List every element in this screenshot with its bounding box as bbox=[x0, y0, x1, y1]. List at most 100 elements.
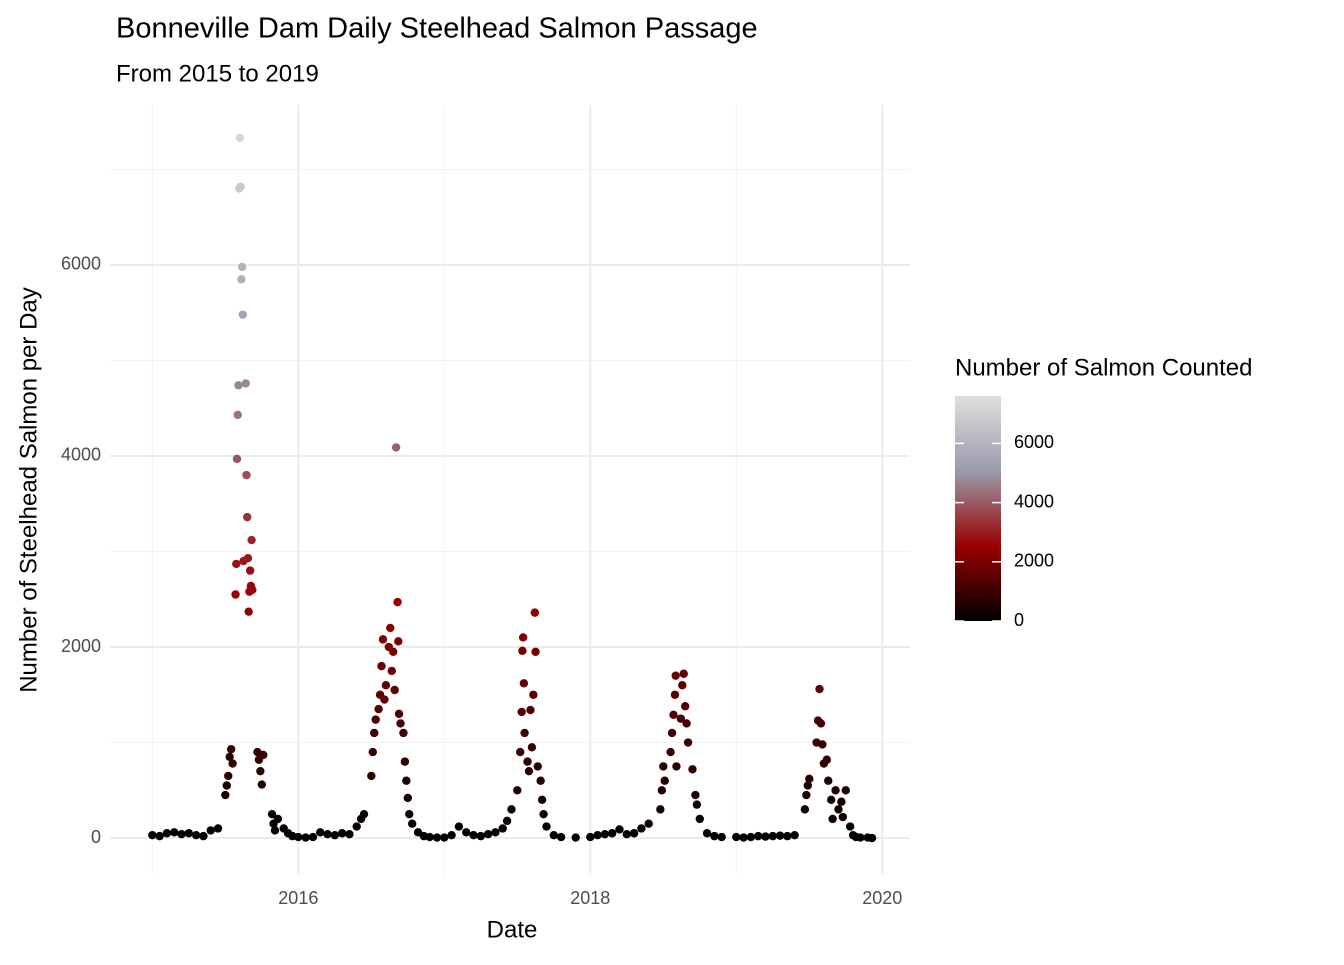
point bbox=[800, 805, 810, 814]
point bbox=[242, 470, 251, 480]
point bbox=[680, 702, 690, 711]
point bbox=[308, 832, 318, 842]
point bbox=[390, 685, 399, 695]
point bbox=[259, 750, 268, 760]
point bbox=[816, 719, 826, 728]
point bbox=[323, 830, 332, 839]
point bbox=[294, 832, 303, 842]
point bbox=[491, 828, 500, 837]
point bbox=[483, 830, 493, 839]
point bbox=[867, 833, 877, 843]
point bbox=[389, 647, 398, 656]
point bbox=[600, 830, 610, 839]
colorbar bbox=[955, 396, 1001, 621]
point bbox=[670, 690, 680, 699]
point bbox=[374, 704, 383, 714]
point bbox=[316, 828, 325, 837]
point bbox=[717, 832, 726, 842]
point bbox=[692, 800, 702, 809]
point bbox=[387, 666, 396, 676]
point bbox=[243, 512, 252, 522]
point bbox=[378, 635, 388, 644]
point bbox=[394, 637, 403, 646]
point bbox=[235, 133, 245, 143]
point bbox=[386, 623, 395, 633]
point bbox=[607, 829, 617, 838]
point bbox=[837, 797, 846, 806]
point bbox=[245, 566, 255, 575]
point bbox=[270, 826, 280, 835]
point bbox=[177, 830, 186, 839]
point bbox=[529, 690, 538, 699]
x-tick-label: 2016 bbox=[278, 888, 318, 908]
point bbox=[666, 747, 675, 757]
point bbox=[516, 747, 525, 757]
point bbox=[345, 830, 354, 839]
point bbox=[170, 828, 179, 837]
point bbox=[222, 781, 231, 790]
point bbox=[257, 780, 267, 789]
point bbox=[656, 805, 665, 814]
point bbox=[231, 590, 240, 599]
point bbox=[520, 728, 529, 738]
point bbox=[273, 814, 283, 824]
point bbox=[679, 669, 688, 678]
point bbox=[702, 829, 712, 838]
point bbox=[241, 379, 250, 388]
point bbox=[739, 833, 748, 842]
point bbox=[371, 715, 380, 724]
point bbox=[162, 829, 172, 838]
point bbox=[191, 830, 201, 840]
point bbox=[221, 790, 230, 800]
point bbox=[556, 832, 566, 842]
point bbox=[710, 831, 719, 841]
point bbox=[549, 830, 558, 840]
point bbox=[403, 793, 413, 803]
point bbox=[148, 830, 157, 840]
y-axis-label: Number of Steelhead Salmon per Day bbox=[15, 287, 42, 693]
grid bbox=[110, 105, 910, 875]
point bbox=[236, 182, 245, 191]
point bbox=[676, 714, 686, 723]
legend-title: Number of Salmon Counted bbox=[955, 354, 1253, 381]
point bbox=[637, 824, 646, 833]
colorbar-tick-label: 4000 bbox=[1014, 491, 1054, 511]
point bbox=[391, 443, 401, 452]
point bbox=[678, 681, 687, 690]
point bbox=[425, 832, 434, 842]
point bbox=[247, 535, 256, 545]
point bbox=[393, 597, 402, 607]
point bbox=[399, 728, 408, 738]
point bbox=[513, 786, 522, 795]
point bbox=[234, 381, 243, 390]
point bbox=[669, 710, 678, 720]
point bbox=[815, 684, 824, 694]
point bbox=[805, 774, 814, 784]
point bbox=[225, 752, 234, 762]
point bbox=[593, 830, 602, 840]
point bbox=[476, 831, 486, 841]
point bbox=[400, 757, 410, 766]
point bbox=[761, 832, 770, 841]
point bbox=[659, 762, 668, 771]
point bbox=[822, 755, 831, 764]
point bbox=[682, 719, 691, 728]
point bbox=[732, 832, 741, 842]
point bbox=[657, 786, 667, 795]
point bbox=[454, 822, 464, 831]
point bbox=[683, 738, 693, 747]
point bbox=[301, 833, 310, 842]
point bbox=[337, 829, 347, 838]
y-tick-label: 4000 bbox=[61, 445, 101, 465]
point bbox=[462, 828, 471, 837]
point bbox=[405, 809, 414, 819]
point bbox=[695, 814, 704, 824]
point bbox=[660, 776, 669, 785]
point bbox=[768, 831, 777, 841]
point bbox=[526, 705, 535, 715]
chart-subtitle: From 2015 to 2019 bbox=[116, 60, 319, 87]
point bbox=[783, 831, 792, 841]
x-axis-label: Date bbox=[487, 916, 538, 943]
point bbox=[244, 607, 253, 616]
point bbox=[524, 766, 534, 776]
